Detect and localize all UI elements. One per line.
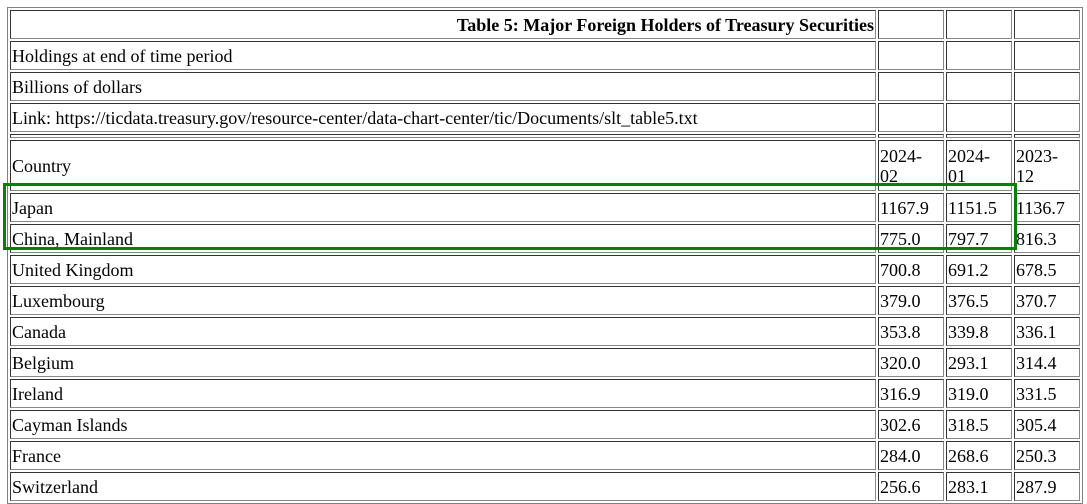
value-cell [1014, 134, 1080, 138]
value-cell: 284.0 [878, 441, 944, 470]
row-label-cell: Cayman Islands [10, 410, 876, 439]
row-label-cell: Belgium [10, 348, 876, 377]
treasury-holders-table: Table 5: Major Foreign Holders of Treasu… [7, 7, 1083, 504]
table-row: Japan 1167.9 1151.5 1136.7 [10, 193, 1080, 222]
table-row: United Kingdom 700.8 691.2 678.5 [10, 255, 1080, 284]
row-label-cell: Luxembourg [10, 286, 876, 315]
value-cell [946, 10, 1012, 39]
table-row: Luxembourg 379.0 376.5 370.7 [10, 286, 1080, 315]
note-row: Billions of dollars [10, 72, 1080, 101]
value-cell: 283.1 [946, 472, 1012, 501]
row-label-cell: United Kingdom [10, 255, 876, 284]
table-row: Cayman Islands 302.6 318.5 305.4 [10, 410, 1080, 439]
title-row: Table 5: Major Foreign Holders of Treasu… [10, 10, 1080, 39]
row-label-cell: Billions of dollars [10, 72, 876, 101]
value-cell: 302.6 [878, 410, 944, 439]
row-label-cell: Switzerland [10, 472, 876, 501]
value-cell [878, 41, 944, 70]
value-cell: 1167.9 [878, 193, 944, 222]
value-cell: 353.8 [878, 317, 944, 346]
table-row: France 284.0 268.6 250.3 [10, 441, 1080, 470]
value-cell: 1136.7 [1014, 193, 1080, 222]
value-cell: 2023- 12 [1014, 140, 1080, 191]
value-cell: 331.5 [1014, 379, 1080, 408]
value-cell [946, 103, 1012, 132]
note-row: Link: https://ticdata.treasury.gov/resou… [10, 103, 1080, 132]
table-row: China, Mainland 775.0 797.7 816.3 [10, 224, 1080, 253]
value-cell [1014, 103, 1080, 132]
value-cell: 700.8 [878, 255, 944, 284]
value-cell: 376.5 [946, 286, 1012, 315]
table-row: Switzerland 256.6 283.1 287.9 [10, 472, 1080, 501]
value-cell [878, 134, 944, 138]
value-cell [946, 41, 1012, 70]
value-cell: 314.4 [1014, 348, 1080, 377]
row-label-cell: Japan [10, 193, 876, 222]
value-cell [878, 103, 944, 132]
row-label-cell [10, 134, 876, 138]
row-label-cell: Country [10, 140, 876, 191]
row-label-cell: Table 5: Major Foreign Holders of Treasu… [10, 10, 876, 39]
value-cell: 379.0 [878, 286, 944, 315]
header-row: Country 2024- 02 2024- 01 2023- 12 [10, 140, 1080, 191]
value-cell: 339.8 [946, 317, 1012, 346]
value-cell: 2024- 02 [878, 140, 944, 191]
value-cell: 250.3 [1014, 441, 1080, 470]
value-cell [878, 10, 944, 39]
value-cell: 268.6 [946, 441, 1012, 470]
value-cell [946, 134, 1012, 138]
value-cell: 816.3 [1014, 224, 1080, 253]
table-row: Ireland 316.9 319.0 331.5 [10, 379, 1080, 408]
row-label-cell: Holdings at end of time period [10, 41, 876, 70]
separator-row [10, 134, 1080, 138]
note-row: Holdings at end of time period [10, 41, 1080, 70]
value-cell [1014, 10, 1080, 39]
value-cell: 797.7 [946, 224, 1012, 253]
row-label-cell: China, Mainland [10, 224, 876, 253]
value-cell: 319.0 [946, 379, 1012, 408]
value-cell: 316.9 [878, 379, 944, 408]
row-label-cell: Link: https://ticdata.treasury.gov/resou… [10, 103, 876, 132]
value-cell: 691.2 [946, 255, 1012, 284]
value-cell [1014, 41, 1080, 70]
row-label-cell: Ireland [10, 379, 876, 408]
value-cell: 320.0 [878, 348, 944, 377]
value-cell: 305.4 [1014, 410, 1080, 439]
value-cell: 775.0 [878, 224, 944, 253]
value-cell: 370.7 [1014, 286, 1080, 315]
value-cell: 336.1 [1014, 317, 1080, 346]
value-cell: 287.9 [1014, 472, 1080, 501]
table-row: Canada 353.8 339.8 336.1 [10, 317, 1080, 346]
value-cell [878, 72, 944, 101]
value-cell: 256.6 [878, 472, 944, 501]
value-cell [1014, 72, 1080, 101]
row-label-cell: Canada [10, 317, 876, 346]
table-row: Belgium 320.0 293.1 314.4 [10, 348, 1080, 377]
value-cell [946, 72, 1012, 101]
value-cell: 318.5 [946, 410, 1012, 439]
value-cell: 293.1 [946, 348, 1012, 377]
value-cell: 2024- 01 [946, 140, 1012, 191]
row-label-cell: France [10, 441, 876, 470]
value-cell: 678.5 [1014, 255, 1080, 284]
value-cell: 1151.5 [946, 193, 1012, 222]
